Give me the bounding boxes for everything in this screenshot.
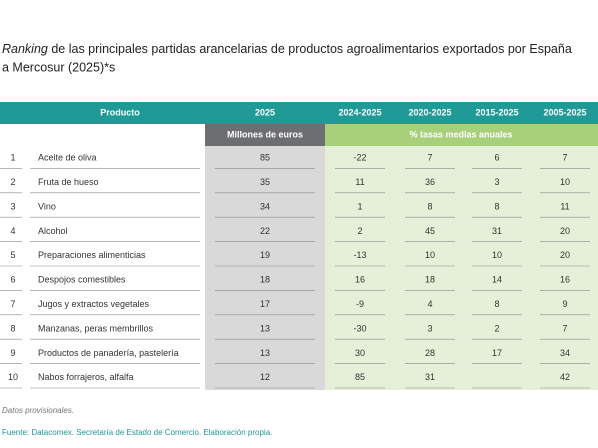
product-name: Nabos forrajeros, alfalfa xyxy=(38,372,134,382)
table-cell: 3 xyxy=(10,201,15,211)
table-cell: 34 xyxy=(560,348,570,358)
table-cell: 36 xyxy=(425,177,435,187)
table-cell: 3 xyxy=(494,177,499,187)
table-cell: 8 xyxy=(10,323,15,333)
product-name: Vino xyxy=(38,201,56,211)
product-name: Aceite de oliva xyxy=(38,153,97,163)
column-header: 2025 xyxy=(255,107,275,117)
table-cell: -9 xyxy=(356,299,364,309)
table-cell: 6 xyxy=(494,153,499,163)
table-cell: 6 xyxy=(10,275,15,285)
table-cell: 2 xyxy=(357,226,362,236)
table-cell: -22 xyxy=(353,153,366,163)
table-cell: 13 xyxy=(260,323,270,333)
subheader-unit: Millones de euros xyxy=(227,129,303,139)
table-cell: 18 xyxy=(425,275,435,285)
column-header: 2024-2025 xyxy=(338,107,381,117)
source: Fuente: Datacomex. Secretaría de Estado … xyxy=(2,428,272,437)
subheader-rates: % tasas medias anuales xyxy=(409,129,512,139)
table-cell: 4 xyxy=(427,299,432,309)
table-cell: 1 xyxy=(357,201,362,211)
column-header: Producto xyxy=(100,107,140,117)
table-cell: 10 xyxy=(8,372,18,382)
table-cell: 9 xyxy=(10,348,15,358)
table-cell: 28 xyxy=(425,348,435,358)
table-cell: 7 xyxy=(562,323,567,333)
table-cell: 8 xyxy=(427,201,432,211)
table-cell: 45 xyxy=(425,226,435,236)
title-rest: de las principales partidas arancelarias… xyxy=(48,42,572,56)
table-cell: 17 xyxy=(492,348,502,358)
table-cell: 11 xyxy=(560,201,569,211)
table-cell: 10 xyxy=(425,250,435,260)
column-header: 2020-2025 xyxy=(408,107,451,117)
table-cell: 8 xyxy=(494,299,499,309)
table-cell: 17 xyxy=(260,299,270,309)
table-cell: 20 xyxy=(560,226,570,236)
table-cell: 2 xyxy=(494,323,499,333)
table-cell: 7 xyxy=(427,153,432,163)
table-cell: 16 xyxy=(355,275,365,285)
product-name: Productos de panadería, pastelería xyxy=(38,348,179,358)
product-name: Fruta de hueso xyxy=(38,177,99,187)
col-rates-bg xyxy=(325,146,598,390)
table-cell: 85 xyxy=(260,153,270,163)
product-name: Despojos comestibles xyxy=(38,275,126,285)
table-cell: 10 xyxy=(560,177,570,187)
table-cell: 18 xyxy=(260,275,270,285)
title-line2: a Mercosur (2025)*s xyxy=(2,60,115,74)
table-cell: 19 xyxy=(260,250,270,260)
table-cell: 1 xyxy=(10,153,15,163)
table-cell: 11 xyxy=(355,177,364,187)
table-cell: 85 xyxy=(355,372,365,382)
col-2025-bg xyxy=(205,146,325,390)
product-name: Preparaciones alimenticias xyxy=(38,250,146,260)
title: Ranking de las principales partidas aran… xyxy=(2,42,572,56)
column-header: 2005-2025 xyxy=(543,107,586,117)
table-cell: 8 xyxy=(494,201,499,211)
table-cell: 3 xyxy=(427,323,432,333)
table-cell: 5 xyxy=(10,250,15,260)
column-header: 2015-2025 xyxy=(475,107,518,117)
product-name: Manzanas, peras membrillos xyxy=(38,323,154,333)
table-cell: 31 xyxy=(425,372,435,382)
subheader-grey xyxy=(205,124,325,146)
table-cell: 2 xyxy=(10,177,15,187)
title-italic: Ranking xyxy=(2,42,48,56)
table-cell: 13 xyxy=(260,348,270,358)
table-cell: -13 xyxy=(353,250,366,260)
table-cell: 10 xyxy=(492,250,502,260)
product-name: Jugos y extractos vegetales xyxy=(38,299,150,309)
footnote: Datos provisionales. xyxy=(2,406,74,415)
table-cell: 35 xyxy=(260,177,270,187)
table-cell: 22 xyxy=(260,226,270,236)
table-cell: 31 xyxy=(492,226,502,236)
product-name: Alcohol xyxy=(38,226,68,236)
table-cell: 34 xyxy=(260,201,270,211)
header-band xyxy=(0,102,598,124)
table-cell: 4 xyxy=(10,226,15,236)
table-cell: 7 xyxy=(562,153,567,163)
table-cell: 42 xyxy=(560,372,570,382)
table-cell: 7 xyxy=(10,299,15,309)
table-cell: -30 xyxy=(353,323,366,333)
table-cell: 9 xyxy=(562,299,567,309)
table-cell: 16 xyxy=(560,275,570,285)
table-cell: 20 xyxy=(560,250,570,260)
table-cell: 12 xyxy=(260,372,270,382)
subheader-green xyxy=(325,124,598,146)
table-cell: 30 xyxy=(355,348,365,358)
table-cell: 14 xyxy=(492,275,502,285)
